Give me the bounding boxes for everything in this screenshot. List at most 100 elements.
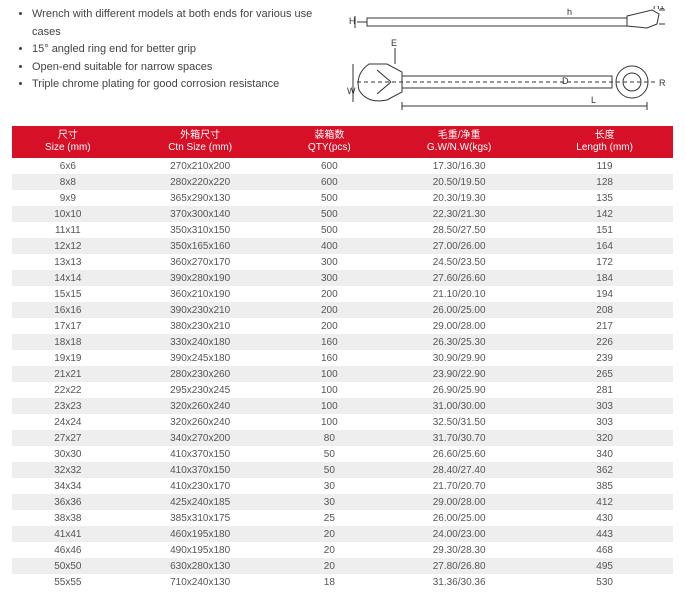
column-header: 外箱尺寸Ctn Size (mm) [124,126,277,158]
table-cell: 17.30/16.30 [382,158,536,174]
table-cell: 500 [277,190,382,206]
table-cell: 31.36/30.36 [382,574,536,590]
table-cell: 135 [536,190,673,206]
table-cell: 320x260x240 [124,414,277,430]
table-cell: 160 [277,350,382,366]
diagram-label-W: W [347,86,356,96]
table-row: 27x27340x270x2008031.70/30.70320 [12,430,673,446]
table-cell: 24.00/23.00 [382,526,536,542]
table-cell: 28.40/27.40 [382,462,536,478]
column-header: 尺寸Size (mm) [12,126,124,158]
table-cell: 50 [277,462,382,478]
table-cell: 184 [536,270,673,286]
table-cell: 425x240x185 [124,494,277,510]
table-row: 10x10370x300x14050022.30/21.30142 [12,206,673,222]
spec-table: 尺寸Size (mm)外箱尺寸Ctn Size (mm)装箱数QTY(pcs)毛… [12,126,673,590]
table-body: 6x6270x210x20060017.30/16.301198x8280x22… [12,158,673,590]
table-cell: 468 [536,542,673,558]
table-cell: 46x46 [12,542,124,558]
column-header-cn: 长度 [538,130,671,142]
table-cell: 50 [277,446,382,462]
table-cell: 460x195x180 [124,526,277,542]
table-cell: 12x12 [12,238,124,254]
diagram-label-E: E [391,38,397,48]
table-row: 23x23320x260x24010031.00/30.00303 [12,398,673,414]
bullet-list: Wrench with different models at both end… [18,6,337,94]
table-cell: 26.90/25.90 [382,382,536,398]
table-cell: 390x245x180 [124,350,277,366]
table-cell: 26.00/25.00 [382,510,536,526]
table-cell: 360x270x170 [124,254,277,270]
column-header: 装箱数QTY(pcs) [277,126,382,158]
table-cell: 29.30/28.30 [382,542,536,558]
table-cell: 23x23 [12,398,124,414]
table-cell: 412 [536,494,673,510]
table-cell: 142 [536,206,673,222]
bullet-item: Triple chrome plating for good corrosion… [32,76,337,94]
table-cell: 9x9 [12,190,124,206]
table-cell: 600 [277,158,382,174]
table-cell: 28.50/27.50 [382,222,536,238]
table-cell: 362 [536,462,673,478]
table-cell: 320x260x240 [124,398,277,414]
table-cell: 172 [536,254,673,270]
table-cell: 15x15 [12,286,124,302]
table-cell: 27.80/26.80 [382,558,536,574]
table-cell: 20 [277,526,382,542]
table-cell: 21.10/20.10 [382,286,536,302]
table-cell: 208 [536,302,673,318]
table-cell: 41x41 [12,526,124,542]
table-cell: 30.90/29.90 [382,350,536,366]
table-cell: 600 [277,174,382,190]
table-cell: 303 [536,398,673,414]
table-cell: 128 [536,174,673,190]
table-cell: 6x6 [12,158,124,174]
table-cell: 280x230x260 [124,366,277,382]
table-cell: 350x165x160 [124,238,277,254]
column-header-cn: 毛重/净重 [384,130,534,142]
table-cell: 31.00/30.00 [382,398,536,414]
table-cell: 20 [277,558,382,574]
table-cell: 270x210x200 [124,158,277,174]
table-cell: 20.50/19.50 [382,174,536,190]
table-cell: 14x14 [12,270,124,286]
table-cell: 410x230x170 [124,478,277,494]
table-cell: 18x18 [12,334,124,350]
table-cell: 30 [277,478,382,494]
table-cell: 710x240x130 [124,574,277,590]
table-cell: 280x220x220 [124,174,277,190]
table-row: 18x18330x240x18016026.30/25.30226 [12,334,673,350]
table-cell: 80 [277,430,382,446]
table-row: 15x15360x210x19020021.10/20.10194 [12,286,673,302]
table-cell: 29.00/28.00 [382,494,536,510]
table-cell: 34x34 [12,478,124,494]
table-cell: 265 [536,366,673,382]
diagram-label-D: D [562,76,569,86]
table-cell: 160 [277,334,382,350]
table-row: 19x19390x245x18016030.90/29.90239 [12,350,673,366]
table-cell: 430 [536,510,673,526]
column-header-en: G.W/N.W(kgs) [384,142,534,154]
table-cell: 200 [277,318,382,334]
table-cell: 32x32 [12,462,124,478]
table-cell: 19x19 [12,350,124,366]
table-cell: 119 [536,158,673,174]
diagram-label-L: L [591,95,596,105]
table-cell: 281 [536,382,673,398]
table-cell: 26.00/25.00 [382,302,536,318]
table-cell: 17x17 [12,318,124,334]
table-cell: 50x50 [12,558,124,574]
column-header-cn: 装箱数 [279,130,380,142]
table-cell: 500 [277,206,382,222]
table-row: 34x34410x230x1703021.70/20.70385 [12,478,673,494]
table-cell: 30x30 [12,446,124,462]
table-row: 8x8280x220x22060020.50/19.50128 [12,174,673,190]
column-header: 毛重/净重G.W/N.W(kgs) [382,126,536,158]
table-row: 17x17380x230x21020029.00/28.00217 [12,318,673,334]
table-cell: 164 [536,238,673,254]
table-cell: 13x13 [12,254,124,270]
table-cell: 295x230x245 [124,382,277,398]
table-cell: 18 [277,574,382,590]
table-cell: 530 [536,574,673,590]
diagram-label-R: R [659,78,666,88]
